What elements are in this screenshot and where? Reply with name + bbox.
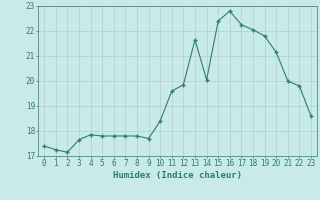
X-axis label: Humidex (Indice chaleur): Humidex (Indice chaleur) (113, 171, 242, 180)
